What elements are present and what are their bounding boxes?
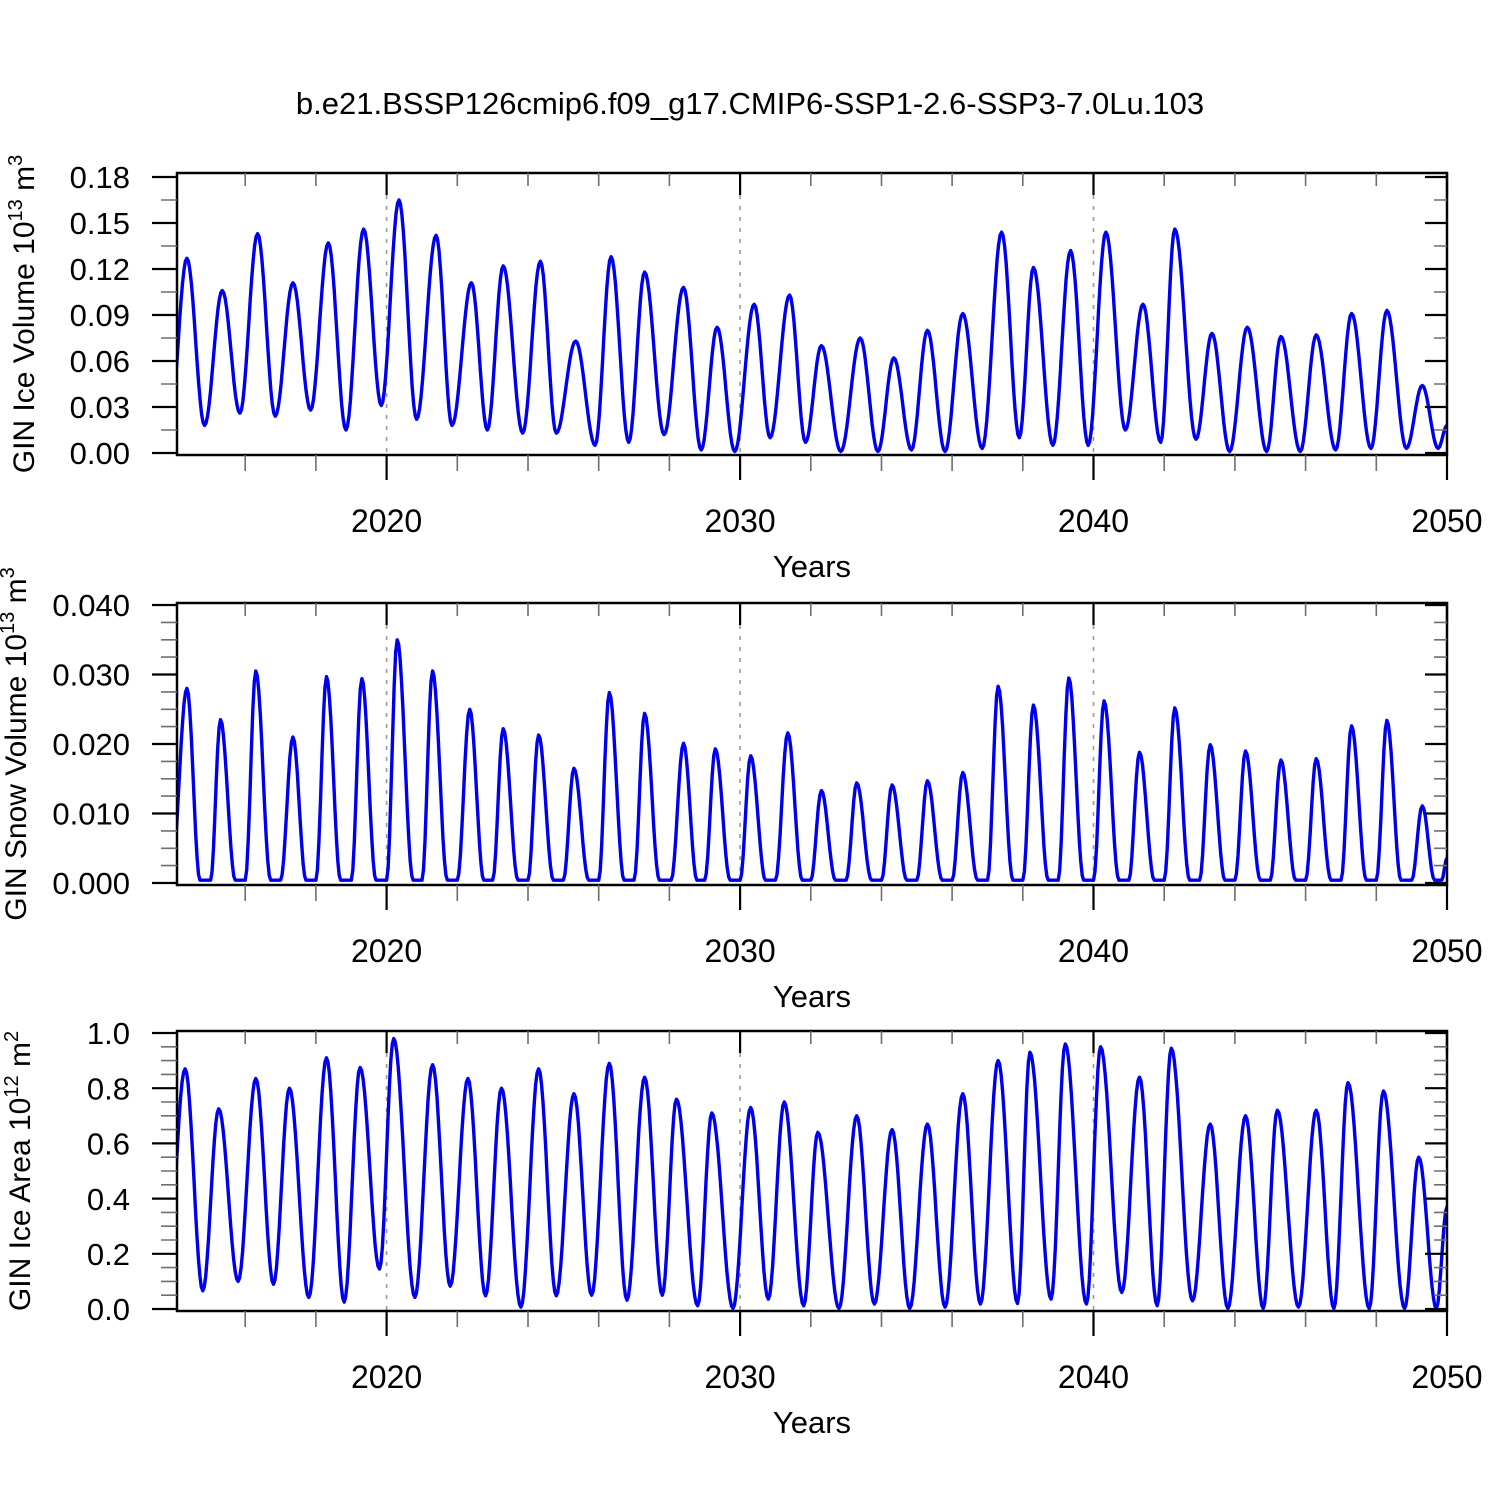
- x-tick-label: 2050: [1411, 1359, 1482, 1395]
- y-tick-label: 0.000: [52, 866, 130, 901]
- panel-gin-snow-volume: 0.000 0.010 0.020 0.030 0.040 2020 2030 2040 205…: [0, 567, 1483, 1014]
- y-tick-label: 0.09: [70, 298, 130, 333]
- y-axis-label-text: GIN Ice Volume 10: [8, 221, 41, 473]
- y-tick-label: 0.0: [87, 1292, 130, 1327]
- y-tick-label: 0.040: [52, 588, 130, 623]
- y-axis-label-superscript: 12: [1, 1075, 23, 1097]
- data-curve: [176, 198, 1448, 454]
- x-tick-label: 2030: [705, 933, 776, 969]
- y-axis-label-superscript: 13: [0, 612, 19, 634]
- y-tick-label: 0.00: [70, 436, 130, 471]
- x-tick-label: 2030: [705, 1359, 776, 1395]
- y-tick-label: 0.06: [70, 344, 130, 379]
- x-axis-label: Years: [773, 1405, 851, 1440]
- y-axis-label-text: m: [4, 1042, 37, 1075]
- y-axis-label-superscript: 3: [5, 155, 27, 166]
- y-tick-label: 0.12: [70, 252, 130, 287]
- y-axis-label-superscript: 2: [1, 1031, 23, 1042]
- y-axis-label: GIN Snow Volume 1013 m3: [0, 567, 33, 921]
- y-axis-label-text: m: [8, 166, 41, 199]
- y-tick-label: 0.020: [52, 727, 130, 762]
- panel-gin-ice-area: 0.0 0.2 0.4 0.6 0.8 1.0 2020 2030 2040 2050 Years G…: [1, 1016, 1483, 1440]
- x-tick-label: 2020: [351, 503, 422, 539]
- minor-ticks: [161, 1031, 1447, 1327]
- y-tick-label: 0.2: [87, 1237, 130, 1272]
- x-axis-label: Years: [773, 979, 851, 1014]
- y-tick-label: 0.010: [52, 797, 130, 832]
- y-tick-label: 0.8: [87, 1071, 130, 1106]
- chart-title: b.e21.BSSP126cmip6.f09_g17.CMIP6-SSP1-2.…: [295, 86, 1205, 121]
- x-tick-label: 2040: [1058, 1359, 1129, 1395]
- y-tick-label: 0.6: [87, 1127, 130, 1162]
- x-tick-label: 2040: [1058, 503, 1129, 539]
- y-tick-label: 0.15: [70, 206, 130, 241]
- y-tick-label: 0.4: [87, 1182, 130, 1217]
- y-axis-label-text: m: [0, 578, 33, 611]
- x-tick-label: 2040: [1058, 933, 1129, 969]
- y-axis-label-superscript: 3: [0, 567, 19, 578]
- data-curve: [176, 638, 1448, 882]
- x-tick-label: 2050: [1411, 503, 1482, 539]
- panel-gin-ice-volume: 0.00 0.03 0.06 0.09 0.12 0.15 0.18 2020 2030 2040…: [5, 155, 1483, 584]
- major-ticks: [152, 1031, 1449, 1336]
- y-axis-label-superscript: 13: [5, 199, 27, 221]
- y-axis-label-text: GIN Ice Area 10: [4, 1098, 37, 1311]
- y-tick-label: 0.03: [70, 390, 130, 425]
- x-tick-label: 2020: [351, 1359, 422, 1395]
- major-ticks: [152, 173, 1449, 480]
- x-tick-label: 2050: [1411, 933, 1482, 969]
- y-axis-label-text: GIN Snow Volume 10: [0, 634, 33, 921]
- major-ticks: [152, 603, 1449, 910]
- x-tick-label: 2030: [705, 503, 776, 539]
- minor-ticks: [161, 603, 1447, 901]
- y-axis-label: GIN Ice Area 1012 m2: [1, 1031, 37, 1311]
- y-tick-label: 0.030: [52, 658, 130, 693]
- y-tick-label: 0.18: [70, 160, 130, 195]
- x-tick-label: 2020: [351, 933, 422, 969]
- y-axis-label: GIN Ice Volume 1013 m3: [5, 155, 41, 474]
- x-axis-label: Years: [773, 549, 851, 584]
- data-curve: [176, 1036, 1448, 1310]
- minor-ticks: [161, 173, 1447, 471]
- y-tick-label: 1.0: [87, 1016, 130, 1051]
